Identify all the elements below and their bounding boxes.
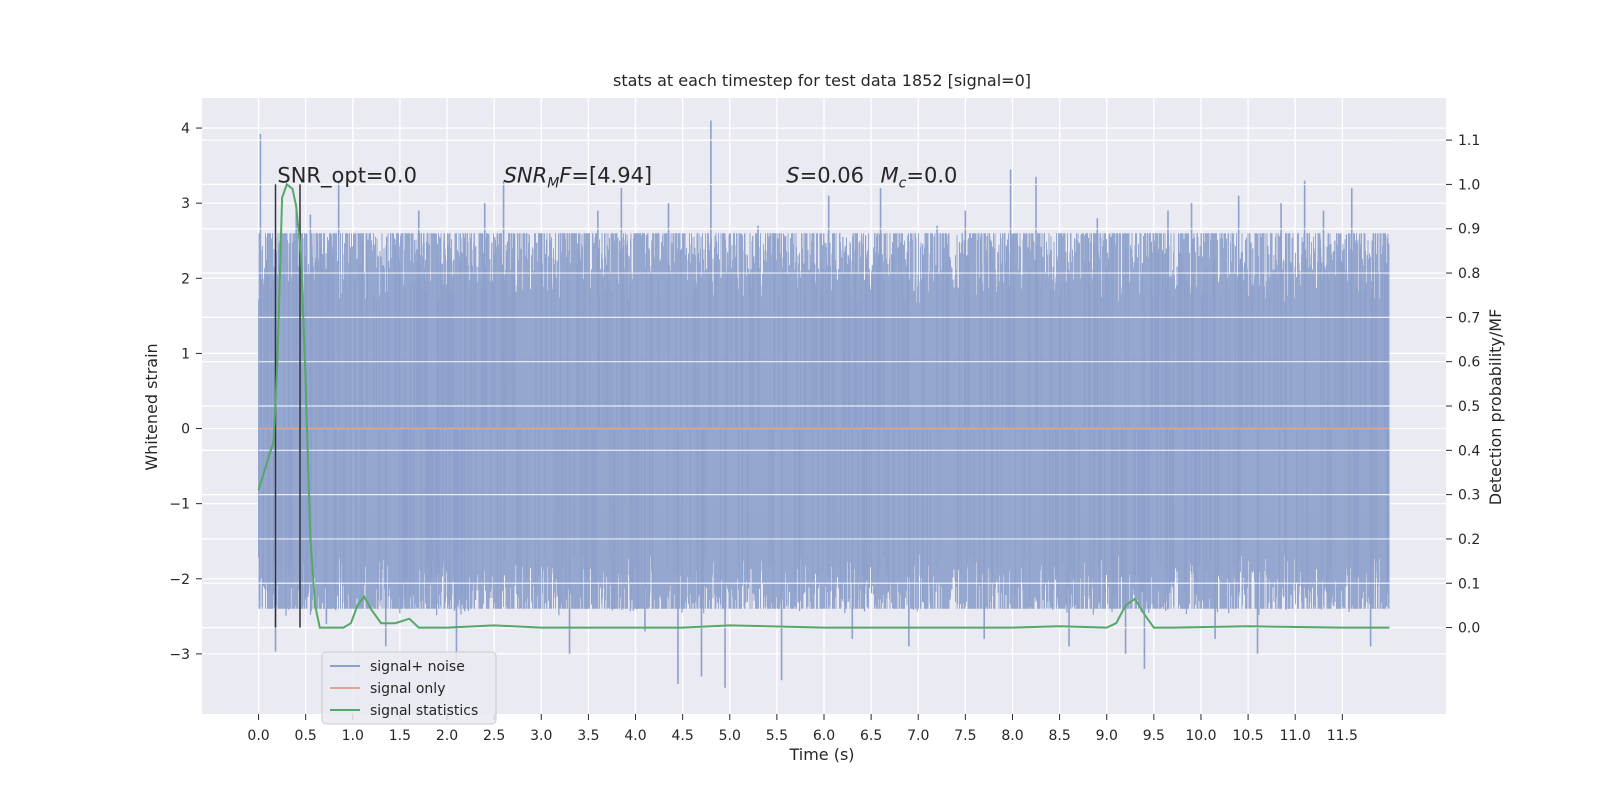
x-tick-label: 0.5 [295, 728, 317, 744]
y-axis-label: Whitened strain [142, 343, 161, 470]
x-tick-label: 10.5 [1233, 728, 1264, 744]
y2-tick-label: 0.5 [1458, 399, 1480, 415]
x-tick-label: 2.5 [483, 728, 505, 744]
y2-tick-label: 0.4 [1458, 443, 1480, 459]
y2-tick-label: 0.8 [1458, 266, 1480, 282]
y-tick-label: −2 [169, 572, 190, 588]
y2-tick-label: 0.7 [1458, 310, 1480, 326]
legend-box [321, 651, 497, 725]
y-tick-label: −1 [169, 497, 190, 513]
x-tick-label: 7.5 [954, 728, 976, 744]
legend-label: signal statistics [370, 703, 478, 719]
y-tick-label: 3 [181, 196, 190, 212]
x-tick-label: 9.5 [1143, 728, 1165, 744]
annotations: SNR_opt=0.0 SNRMF=[4.94] S=0.06 Mc=0.0 [277, 163, 957, 191]
x-tick-label: 11.0 [1280, 728, 1311, 744]
legend-label: signal+ noise [370, 659, 465, 675]
x-tick-label: 4.5 [672, 728, 694, 744]
x-tick-label: 1.5 [389, 728, 411, 744]
y-tick-label: 0 [181, 422, 190, 438]
x-tick-label: 6.0 [813, 728, 835, 744]
x-tick-label: 8.5 [1048, 728, 1070, 744]
x-tick-label: 1.0 [342, 728, 364, 744]
x-tick-label: 5.5 [766, 728, 788, 744]
y2-tick-label: 1.0 [1458, 177, 1480, 193]
x-tick-label: 0.0 [247, 728, 269, 744]
signal-statistics-line [257, 182, 1390, 629]
annotation-s: S=0.06 [786, 163, 864, 187]
legend-label: signal only [370, 681, 445, 697]
y2-tick-label: 0.6 [1458, 355, 1480, 371]
y-tick-label: 4 [181, 121, 190, 137]
x-tick-label: 9.0 [1096, 728, 1118, 744]
x-tick-label: 10.0 [1185, 728, 1216, 744]
x-tick-label: 6.5 [860, 728, 882, 744]
x-axis-label: Time (s) [788, 745, 854, 764]
x-tick-label: 8.0 [1001, 728, 1023, 744]
annotation-snr-mf: SNRMF=[4.94] [504, 163, 653, 191]
y2-tick-label: 0.0 [1458, 621, 1480, 637]
line-series [257, 182, 1390, 629]
chart-title: stats at each timestep for test data 185… [613, 71, 1031, 90]
x-tick-label: 3.0 [530, 728, 552, 744]
y2-tick-label: 0.1 [1458, 576, 1480, 592]
y2-axis-label: Detection probability/MF [1486, 309, 1505, 506]
x-tick-label: 2.0 [436, 728, 458, 744]
y2-tick-label: 0.3 [1458, 488, 1480, 504]
y-tick-label: −3 [169, 647, 190, 663]
axes: 0.0 0.5 1.0 1.5 2.0 2.5 3.0 3.5 4.0 4.5 5.0 5.5 6.0 6… [169, 121, 1480, 744]
x-tick-label: 4.0 [624, 728, 646, 744]
y-tick-label: 2 [181, 271, 190, 287]
y2-tick-label: 0.2 [1458, 532, 1480, 548]
annotation-snr-opt: SNR_opt=0.0 [277, 163, 417, 188]
annotation-mc: Mc=0.0 [881, 163, 958, 191]
x-tick-label: 7.0 [907, 728, 929, 744]
x-tick-label: 11.5 [1327, 728, 1358, 744]
x-tick-label: 3.5 [577, 728, 599, 744]
legend: signal+ noise signal only signal statistic… [321, 651, 497, 725]
y2-tick-label: 0.9 [1458, 222, 1480, 238]
y2-tick-label: 1.1 [1458, 133, 1480, 149]
x-tick-label: 5.0 [719, 728, 741, 744]
y-tick-label: 1 [181, 346, 190, 362]
